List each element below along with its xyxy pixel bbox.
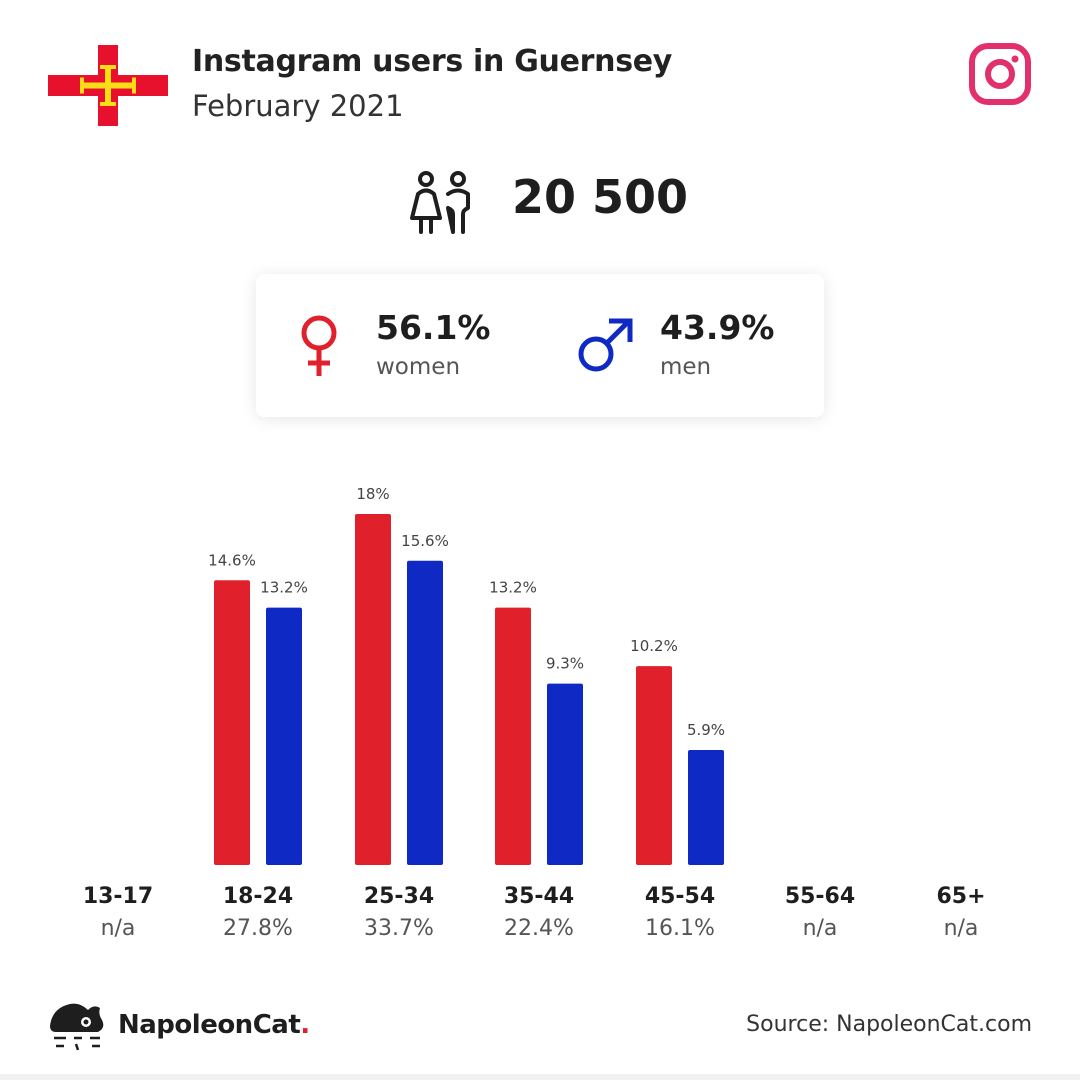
instagram-icon — [969, 43, 1031, 105]
age-category-name: 65+ — [936, 884, 986, 909]
men-label: men — [660, 354, 712, 380]
men-percentage: 43.9% — [660, 308, 775, 347]
page-subtitle: February 2021 — [192, 89, 404, 123]
brand-name: NapoleonCat. — [118, 1010, 310, 1040]
age-category-total: 27.8% — [223, 916, 293, 941]
age-category-total: 22.4% — [504, 916, 574, 941]
bar-value-label: 9.3% — [546, 655, 584, 673]
bar-value-label: 13.2% — [260, 579, 308, 597]
users-icon — [410, 171, 470, 234]
age-category-name: 18-24 — [222, 884, 294, 909]
age-category-name: 13-17 — [82, 884, 154, 909]
bar-value-label: 15.6% — [401, 532, 449, 550]
age-category-name: 25-34 — [363, 884, 435, 909]
bar-35-44-series-2 — [547, 683, 583, 865]
guernsey-flag-icon — [48, 45, 168, 126]
age-category-name: 55-64 — [784, 884, 856, 909]
male-symbol-icon — [578, 318, 633, 372]
age-category-name: 35-44 — [503, 884, 575, 909]
napoleoncat-logo-icon — [50, 1003, 104, 1051]
bar-value-label: 5.9% — [687, 721, 725, 739]
bar-value-label: 10.2% — [630, 637, 678, 655]
bar-45-54-series-2 — [688, 749, 724, 865]
bar-value-label: 14.6% — [208, 551, 256, 569]
bar-45-54-series-1 — [636, 666, 672, 865]
age-category-total: 33.7% — [364, 916, 434, 941]
source-note: Source: NapoleonCat.com — [746, 1012, 1032, 1037]
age-bar-chart: 14.6%13.2%18%15.6%13.2%9.3%10.2%5.9% — [208, 485, 725, 865]
bottom-divider — [0, 1074, 1080, 1080]
female-symbol-icon — [301, 315, 337, 376]
total-users-value: 20 500 — [512, 170, 689, 224]
age-category-total: 16.1% — [645, 916, 715, 941]
gender-split-card: 56.1% women 43.9% men — [256, 274, 824, 417]
bar-35-44-series-1 — [495, 607, 531, 865]
bar-18-24-series-1 — [214, 580, 250, 865]
bar-value-label: 13.2% — [489, 579, 537, 597]
age-category-name: 45-54 — [644, 884, 716, 909]
women-label: women — [376, 354, 461, 380]
bar-25-34-series-2 — [407, 560, 443, 865]
age-category-total: n/a — [943, 916, 979, 941]
age-category-total: n/a — [100, 916, 136, 941]
bar-25-34-series-1 — [355, 514, 391, 865]
women-percentage: 56.1% — [376, 308, 491, 347]
age-category-total: n/a — [802, 916, 838, 941]
bar-18-24-series-2 — [266, 607, 302, 865]
bar-value-label: 18% — [356, 485, 389, 503]
page-title: Instagram users in Guernsey — [192, 44, 673, 79]
